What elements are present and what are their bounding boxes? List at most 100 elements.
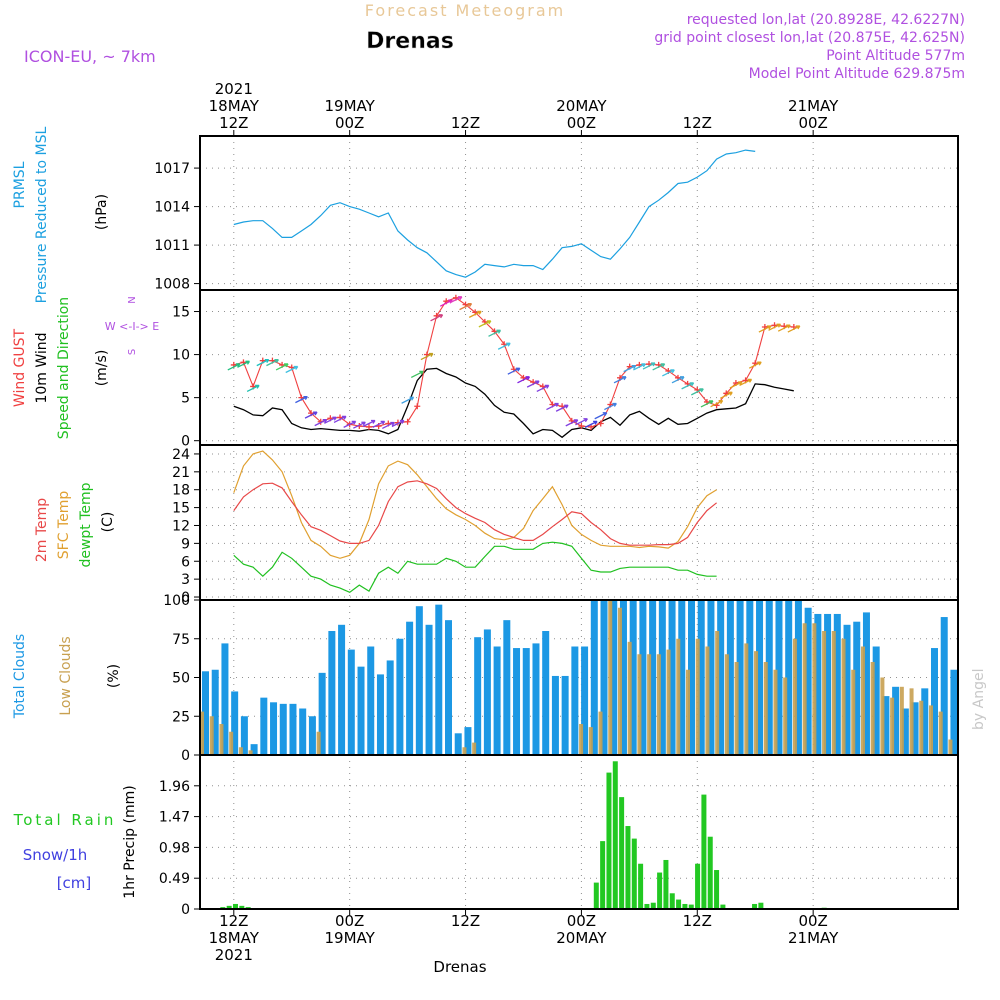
dewpt-line <box>233 541 717 593</box>
wind-direction-arrow <box>343 420 357 428</box>
low-cloud-bar <box>841 638 846 755</box>
panel-frame <box>199 754 959 910</box>
total-cloud-bar <box>853 621 861 755</box>
low-cloud-bar <box>880 677 885 755</box>
low-cloud-bar <box>802 623 807 755</box>
pressure-line <box>233 149 756 278</box>
pressure-unit: (hPa) <box>94 194 110 230</box>
total-cloud-bar <box>688 600 695 755</box>
low-cloud-bar <box>579 724 584 755</box>
rain-bar <box>239 905 245 909</box>
total-cloud-bar <box>406 621 414 755</box>
wind-direction-arrow <box>391 419 405 428</box>
total-cloud-bar <box>386 660 394 755</box>
total-cloud-bar <box>921 688 929 755</box>
wind-direction-arrow <box>256 358 270 367</box>
low-cloud-bar <box>938 711 943 755</box>
wind-direction-arrow <box>565 419 579 427</box>
total-cloud-bar <box>532 643 540 755</box>
total-cloud-bar <box>270 702 278 755</box>
total-cloud-bar <box>221 643 229 755</box>
y-tick-label: 0.49 <box>159 871 190 887</box>
gust-line <box>233 297 794 428</box>
time-label-bottom: 19MAY <box>325 929 376 947</box>
wind-direction-arrow <box>478 320 492 328</box>
model-altitude: Model Point Altitude 629.875m <box>749 66 965 82</box>
sfc-temp-line <box>233 450 717 559</box>
total-cloud-bar <box>814 613 822 755</box>
wind-direction-arrow <box>652 363 666 371</box>
panel-frame <box>199 135 959 291</box>
total-cloud-bar <box>308 716 316 755</box>
low-cloud-bar <box>209 716 214 755</box>
pressure-label: Pressure Reduced to MSL <box>34 126 50 303</box>
wind-direction-arrow <box>642 362 656 370</box>
y-tick-label: 15 <box>172 305 190 321</box>
time-label-bottom: 00Z <box>798 912 827 930</box>
total-clouds-label: Total Clouds <box>12 634 28 719</box>
low-cloud-bar <box>792 638 797 755</box>
temp-unit: (C) <box>100 512 116 533</box>
rain-bar <box>232 903 238 909</box>
snow-unit-label: [cm] <box>57 874 92 892</box>
low-cloud-bar <box>316 731 321 755</box>
wind-direction-arrow <box>285 365 299 374</box>
low-cloud-bar <box>248 750 253 755</box>
total-cloud-bar <box>328 631 336 755</box>
total-cloud-bar <box>561 675 569 755</box>
total-cloud-bar <box>697 600 705 755</box>
total-cloud-bar <box>619 600 627 755</box>
low-cloud-bar <box>773 669 778 755</box>
total-cloud-bar <box>872 646 880 755</box>
total-cloud-bar <box>843 624 851 755</box>
time-label-top: 21MAY <box>788 97 839 115</box>
y-tick-label: 5 <box>181 391 190 407</box>
wind-direction-arrow <box>420 352 434 361</box>
wind-speed-line <box>233 367 794 439</box>
compass-n: N <box>127 296 138 303</box>
wind-direction-arrow <box>449 296 463 304</box>
low-cloud-bar <box>588 727 593 755</box>
wind-direction-arrow <box>555 404 569 412</box>
wind-direction-arrow <box>739 378 753 386</box>
wind-direction-arrow <box>275 363 289 371</box>
total-cloud-bar <box>474 637 482 755</box>
low-cloud-bar <box>724 654 729 755</box>
total-cloud-bar <box>824 613 832 755</box>
total-cloud-bar <box>240 716 248 755</box>
low-clouds-label: Low Clouds <box>58 636 74 715</box>
y-tick-label: 75 <box>172 632 190 648</box>
rain-bar <box>619 797 625 909</box>
wind-direction-arrow <box>517 376 531 384</box>
total-cloud-bar <box>435 604 443 755</box>
wind-direction-arrow <box>719 391 733 399</box>
time-label-bottom: 21MAY <box>788 929 839 947</box>
time-label-bottom: 12Z <box>451 912 480 930</box>
low-cloud-bar <box>219 724 224 755</box>
wind-direction-arrow <box>430 314 444 322</box>
total-cloud-bar <box>357 666 365 755</box>
total-cloud-bar <box>493 646 501 755</box>
low-cloud-bar <box>899 686 904 755</box>
low-cloud-bar <box>734 662 739 755</box>
y-tick-label: 0 <box>181 902 190 918</box>
wind-direction-arrow <box>314 418 328 427</box>
temp-2m-line <box>233 480 717 546</box>
low-cloud-bar <box>860 646 865 755</box>
wind-direction-arrow <box>758 325 772 333</box>
total-cloud-bar <box>279 703 287 755</box>
low-cloud-bar <box>919 700 924 755</box>
low-cloud-bar <box>705 646 710 755</box>
wind-direction-arrow <box>748 361 762 369</box>
total-cloud-bar <box>892 686 900 755</box>
low-cloud-bar <box>870 662 875 755</box>
prmsl-label: PRMSL <box>12 161 28 208</box>
total-cloud-bar <box>785 600 793 755</box>
wind-direction-arrow <box>633 363 646 371</box>
time-label-top: 20MAY <box>556 97 607 115</box>
total-cloud-bar <box>600 600 608 755</box>
total-cloud-bar <box>483 629 491 755</box>
y-tick-label: 1017 <box>154 161 190 177</box>
low-cloud-bar <box>462 747 467 755</box>
